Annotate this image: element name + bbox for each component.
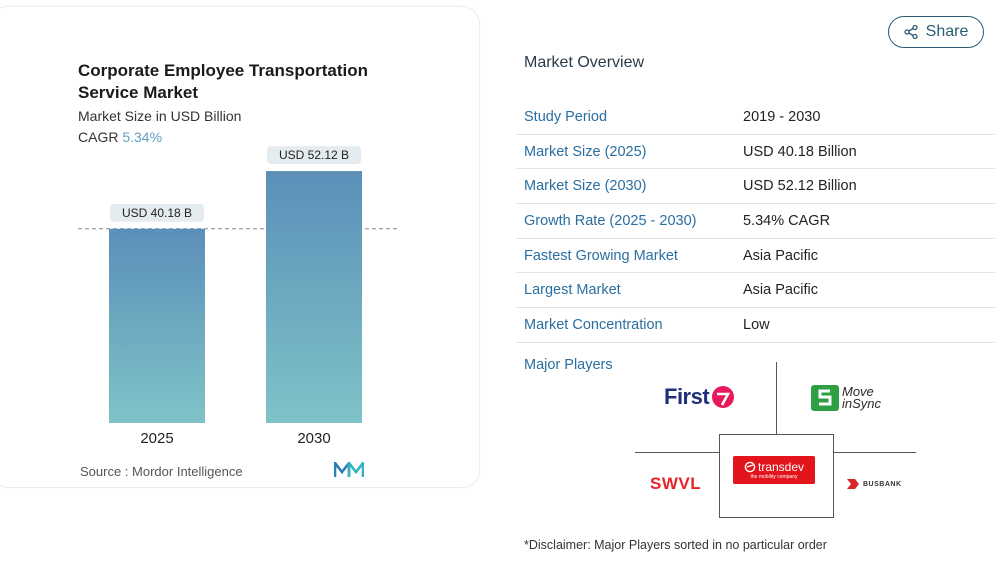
data-label: USD 40.18 B (122, 206, 192, 220)
transdev-emblem-icon (744, 461, 756, 473)
moveinsync-s-icon (811, 385, 839, 411)
disclaimer: *Disclaimer: Major Players sorted in no … (524, 538, 827, 552)
busbank-arrow-icon (847, 479, 859, 489)
divider (834, 452, 916, 453)
table-row: Study Period 2019 - 2030 (516, 100, 995, 135)
swvl-logo: SWVL (650, 474, 702, 493)
chart-title: Corporate Employee Transportation Servic… (78, 61, 368, 102)
row-value: USD 40.18 Billion (743, 143, 857, 160)
chart-cagr: CAGR 5.34% (78, 129, 162, 145)
table-row: Fastest Growing Market Asia Pacific (516, 239, 995, 274)
bar-chart: USD 40.18 B 2025 USD 52.12 B 2030 (78, 146, 398, 447)
row-key: Largest Market (524, 282, 621, 299)
row-key: Study Period (524, 108, 608, 125)
table-row: Market Size (2025) USD 40.18 Billion (516, 135, 995, 170)
data-label-bg (267, 146, 361, 165)
row-key: Growth Rate (2025 - 2030) (524, 212, 697, 229)
mordor-logo-icon (334, 462, 364, 477)
first-logo: First (664, 384, 735, 410)
cagr-value: 5.34% (122, 129, 163, 145)
row-key: Market Concentration (524, 316, 663, 333)
transdev-text: transdev (757, 460, 805, 474)
divider (635, 452, 719, 453)
chart-card (0, 6, 480, 488)
table-row: Market Size (2030) USD 52.12 Billion (516, 169, 995, 205)
chart-source: Source : Mordor Intelligence (80, 464, 243, 479)
market-overview-title: Market Overview (524, 54, 645, 71)
row-key: Fastest Growing Market (524, 247, 678, 264)
major-players-title: Major Players (524, 357, 613, 373)
chart-subtitle: Market Size in USD Billion (78, 108, 242, 124)
row-key: Market Size (2025) (524, 143, 647, 160)
moveinsync-text-2: inSync (842, 396, 882, 411)
data-label: USD 52.12 B (279, 148, 349, 162)
data-label-bg (110, 203, 204, 222)
transdev-tagline: the mobility company (750, 474, 798, 480)
share-button[interactable]: Share (888, 16, 984, 48)
first-swoosh-icon (712, 386, 735, 408)
bar-2025 (109, 228, 205, 423)
busbank-text: BUSBANK (863, 480, 902, 488)
row-value: USD 52.12 Billion (743, 178, 857, 195)
row-value: Asia Pacific (743, 247, 818, 264)
busbank-logo: BUSBANK (846, 478, 902, 490)
moveinsync-logo: Move inSync (810, 384, 881, 412)
divider (776, 362, 777, 434)
moveinsync-text-1: Move (842, 384, 874, 399)
first-logo-text: First (664, 384, 710, 409)
tick-label: 2025 (140, 430, 173, 447)
tick-label: 2030 (297, 430, 330, 447)
table-row: Largest Market Asia Pacific (516, 273, 995, 309)
share-icon (903, 25, 918, 39)
source-value: Mordor Intelligence (132, 464, 243, 479)
table-row: Growth Rate (2025 - 2030) 5.34% CAGR (516, 204, 995, 239)
major-players-grid: First Move inSync SWVL transdev the mobi… (630, 360, 920, 520)
row-value: Asia Pacific (743, 282, 818, 299)
cagr-label: CAGR (78, 129, 119, 145)
source-label: Source : (80, 464, 129, 479)
table-row: Market Concentration Low (516, 308, 995, 343)
transdev-logo: transdev the mobility company (733, 456, 815, 484)
bar-2030 (266, 171, 362, 423)
share-label: Share (925, 23, 969, 40)
row-value: 5.34% CAGR (743, 212, 831, 229)
row-value: 2019 - 2030 (743, 108, 821, 125)
market-overview-table: Study Period 2019 - 2030 Market Size (20… (516, 100, 995, 343)
row-key: Market Size (2030) (524, 178, 647, 195)
row-value: Low (743, 316, 770, 333)
